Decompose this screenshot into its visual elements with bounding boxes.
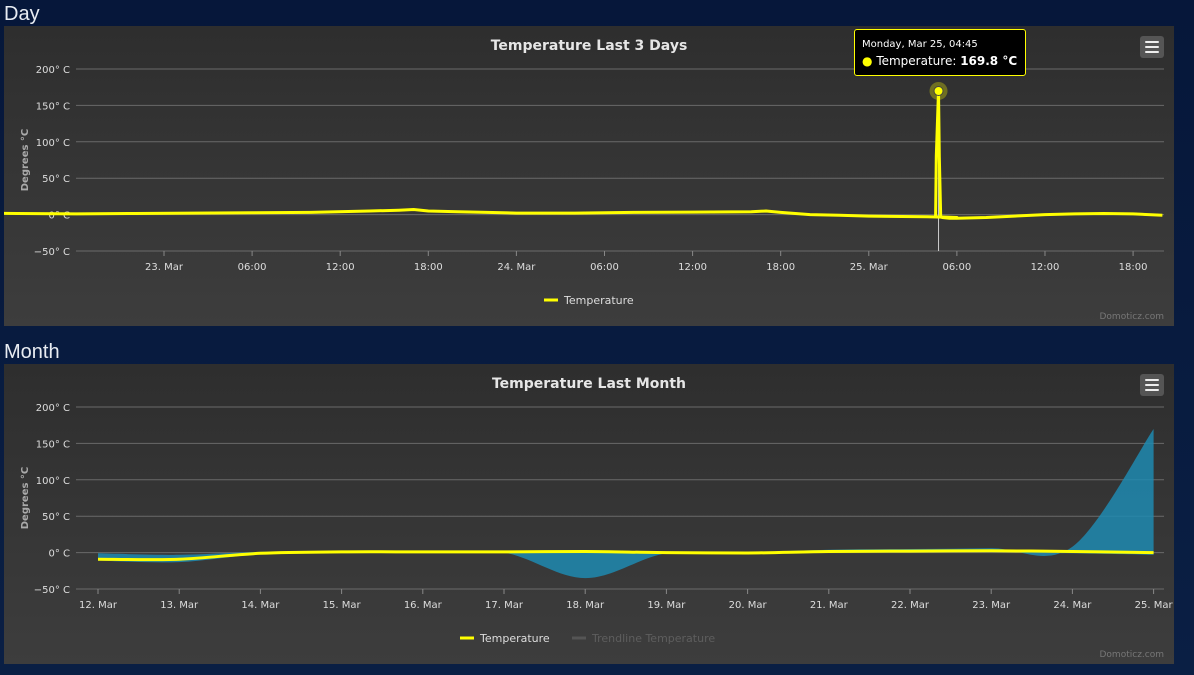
series-line-temperature [97, 549, 1154, 562]
day-chart-panel: Temperature Last 3 Days Degrees °C 200° C 1… [4, 26, 1174, 326]
x-tick-label: 12:00 [326, 262, 355, 273]
y-tick-label: 50° C [42, 512, 70, 523]
month-chart-menu-button[interactable] [1140, 374, 1164, 396]
day-chart-tooltip: Monday, Mar 25, 04:45 ● Temperature: 169… [854, 29, 1027, 76]
legend-label-trendline: Trendline Temperature [591, 632, 715, 645]
x-tick-label: 13. Mar [160, 600, 199, 611]
day-chart-menu-button[interactable] [1140, 36, 1164, 58]
y-axis-label: Degrees °C [20, 467, 31, 530]
x-tick-label: 21. Mar [810, 600, 849, 611]
chart-title: Temperature Last 3 Days [491, 38, 688, 54]
x-tick-label: 12:00 [1031, 262, 1060, 273]
tooltip-series-name: Temperature [876, 54, 953, 68]
month-chart-svg: Temperature Last Month Degrees °C 200° C 15… [20, 376, 1174, 645]
hover-point [933, 85, 944, 96]
series-line-temperature [4, 89, 1163, 220]
y-tick-label: −50° C [34, 247, 70, 258]
month-chart-credit[interactable]: Domoticz.com [1099, 650, 1165, 660]
x-tick-label: 23. Mar [972, 600, 1011, 611]
y-tick-label: 200° C [36, 403, 70, 414]
y-tick-label: 50° C [42, 174, 70, 185]
x-tick-label: 12:00 [678, 262, 707, 273]
legend-label-temperature: Temperature [563, 294, 634, 307]
x-tick-label: 20. Mar [729, 600, 768, 611]
y-tick-label: 0° C [48, 549, 70, 560]
x-tick-label: 22. Mar [891, 600, 930, 611]
x-tick-label: 18:00 [766, 262, 795, 273]
y-tick-label: 200° C [36, 65, 70, 76]
y-tick-label: 150° C [36, 101, 70, 112]
y-tick-label: −50° C [34, 585, 70, 596]
x-tick-label: 17. Mar [485, 600, 524, 611]
y-tick-label: 150° C [36, 439, 70, 450]
day-chart-credit[interactable]: Domoticz.com [1099, 312, 1165, 322]
x-tick-label: 06:00 [238, 262, 267, 273]
day-chart-svg: Temperature Last 3 Days Degrees °C 200° C 1… [4, 38, 1164, 307]
tooltip-series-dot: ● [862, 54, 873, 68]
tooltip-date: Monday, Mar 25, 04:45 [862, 39, 978, 50]
x-tick-label: 12. Mar [79, 600, 118, 611]
x-tick-label: 24. Mar [497, 262, 536, 273]
x-tick-label: 25. Mar [850, 262, 889, 273]
x-tick-label: 06:00 [590, 262, 619, 273]
x-tick-label: 25. Mar [1135, 600, 1174, 611]
section-day-label: Day [4, 3, 40, 25]
x-tick-label: 16. Mar [404, 600, 443, 611]
y-tick-label: 0° C [48, 211, 70, 222]
x-tick-label: 18. Mar [566, 600, 605, 611]
legend-label-temperature: Temperature [479, 632, 550, 645]
x-tick-label: 19. Mar [647, 600, 686, 611]
y-axis-label: Degrees °C [20, 129, 31, 192]
chart-title: Temperature Last Month [492, 376, 686, 392]
y-tick-label: 100° C [36, 476, 70, 487]
x-tick-label: 23. Mar [145, 262, 184, 273]
x-tick-label: 24. Mar [1053, 600, 1092, 611]
x-tick-label: 15. Mar [323, 600, 362, 611]
x-tick-label: 18:00 [1119, 262, 1148, 273]
x-tick-label: 06:00 [942, 262, 971, 273]
tooltip-value: 169.8 °C [960, 54, 1018, 68]
section-month-label: Month [4, 341, 60, 363]
y-tick-label: 100° C [36, 138, 70, 149]
x-tick-label: 18:00 [414, 262, 443, 273]
x-tick-label: 14. Mar [241, 600, 280, 611]
range-band-area [98, 429, 1154, 579]
month-chart-panel: Temperature Last Month Degrees °C 200° C 15… [4, 364, 1174, 664]
